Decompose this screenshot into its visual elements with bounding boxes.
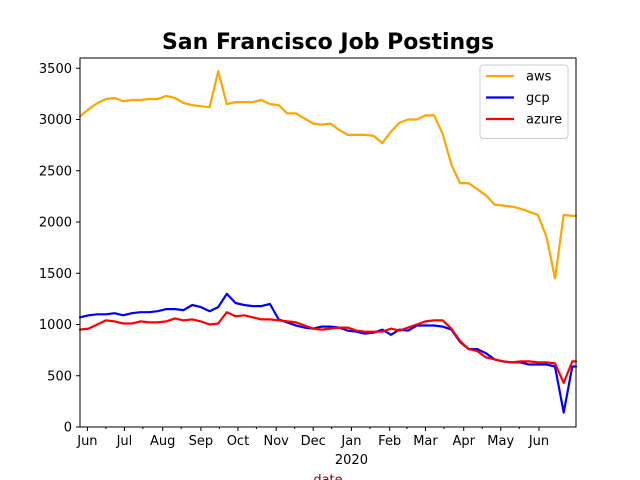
x-tick-label: Jun	[76, 434, 97, 449]
x-tick-label: Aug	[150, 434, 175, 449]
x-year-label: 2020	[335, 453, 368, 468]
legend: aws gcp azure	[479, 64, 569, 139]
y-tick-label: 1000	[39, 318, 72, 333]
x-axis-label: date	[313, 473, 342, 480]
y-tick-label: 0	[64, 421, 72, 436]
x-tick-label: Apr	[452, 434, 475, 449]
x-tick-label: Jun	[528, 434, 549, 449]
y-tick-label: 3500	[39, 62, 72, 77]
y-tick-label: 500	[47, 369, 72, 384]
y-tick-label: 1500	[39, 267, 72, 282]
x-tick-label: Feb	[378, 434, 401, 449]
y-tick-label: 2500	[39, 164, 72, 179]
legend-label-gcp: gcp	[526, 91, 550, 106]
legend-box	[479, 64, 569, 139]
series-line-azure	[78, 311, 578, 384]
plot-area	[78, 70, 578, 414]
plot-frame	[79, 57, 577, 428]
x-tick-label: Jan	[340, 434, 361, 449]
legend-label-aws: aws	[526, 70, 552, 85]
x-tick-label: Sep	[189, 434, 214, 449]
series-line-gcp	[78, 292, 578, 414]
legend-label-azure: azure	[526, 113, 562, 128]
x-tick-label: Jul	[116, 434, 133, 449]
x-tick-label: Oct	[227, 434, 249, 449]
x-tick-label: Nov	[263, 434, 289, 449]
series-line-aws	[78, 70, 578, 280]
y-tick-label: 3000	[39, 113, 72, 128]
x-tick-label: Mar	[413, 434, 438, 449]
x-tick-label: Dec	[301, 434, 326, 449]
chart-title: San Francisco Job Postings	[162, 30, 494, 55]
x-tick-label: May	[487, 434, 514, 449]
axes: 0 500 1000 1500 2000 2500 3000 3500 Jun Jul Aug Sep…	[39, 57, 577, 468]
y-tick-label: 2000	[39, 216, 72, 231]
